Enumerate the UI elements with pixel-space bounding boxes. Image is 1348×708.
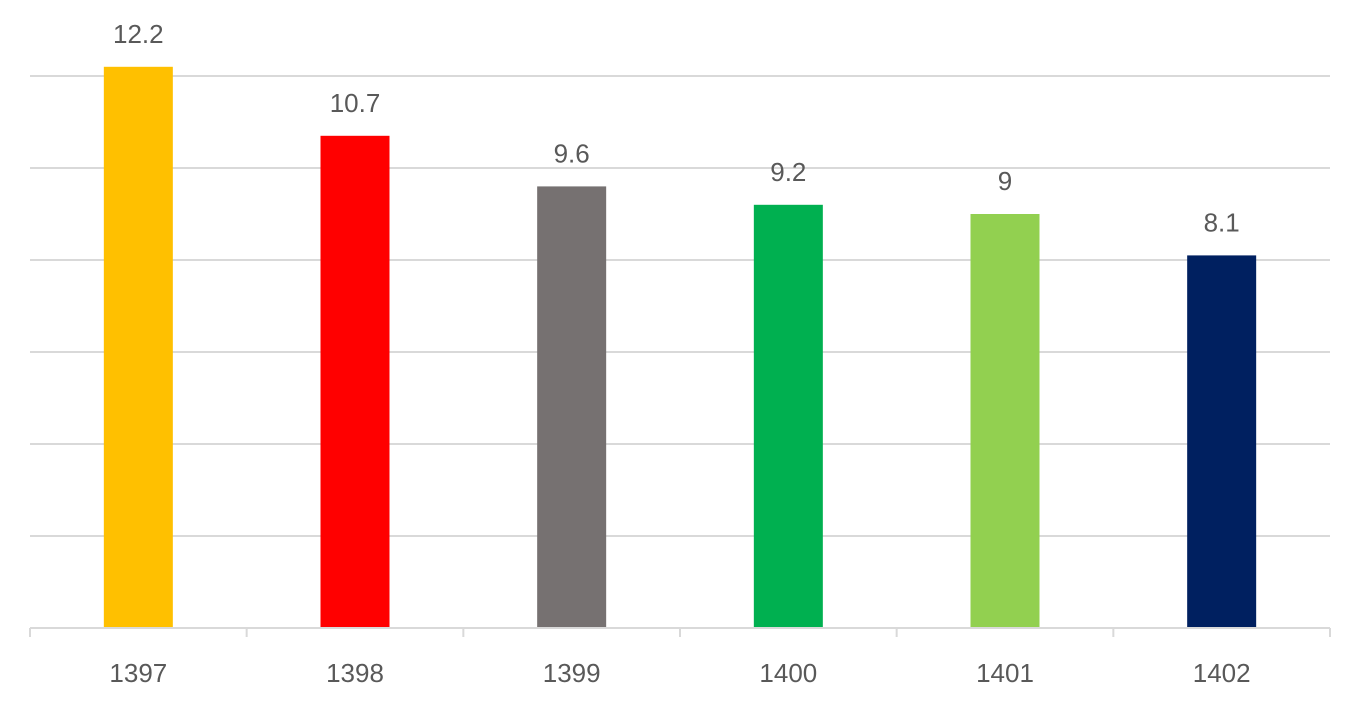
category-label-1402: 1402 — [1193, 658, 1251, 688]
value-label-1400: 9.2 — [770, 157, 806, 187]
value-label-1402: 8.1 — [1204, 207, 1240, 237]
bar-1398 — [320, 135, 390, 629]
category-label-1399: 1399 — [543, 658, 601, 688]
bar-1400 — [753, 204, 823, 629]
bars — [103, 66, 1257, 629]
x-axis — [29, 627, 1331, 637]
labels: 12.2 1397 10.7 1398 9.6 1399 9.2 1400 9 1401 8.1 14… — [109, 19, 1250, 688]
bar-1401 — [970, 214, 1040, 628]
category-label-1397: 1397 — [109, 658, 167, 688]
bar-1397 — [103, 66, 173, 629]
value-label-1401: 9 — [998, 166, 1012, 196]
value-label-1397: 12.2 — [113, 19, 164, 49]
category-label-1401: 1401 — [976, 658, 1034, 688]
bar-1402 — [1187, 255, 1257, 628]
category-label-1398: 1398 — [326, 658, 384, 688]
category-label-1400: 1400 — [759, 658, 817, 688]
value-label-1398: 10.7 — [330, 88, 381, 118]
bar-1399 — [537, 186, 607, 628]
gridlines — [30, 75, 1330, 537]
value-label-1399: 9.6 — [554, 138, 590, 168]
